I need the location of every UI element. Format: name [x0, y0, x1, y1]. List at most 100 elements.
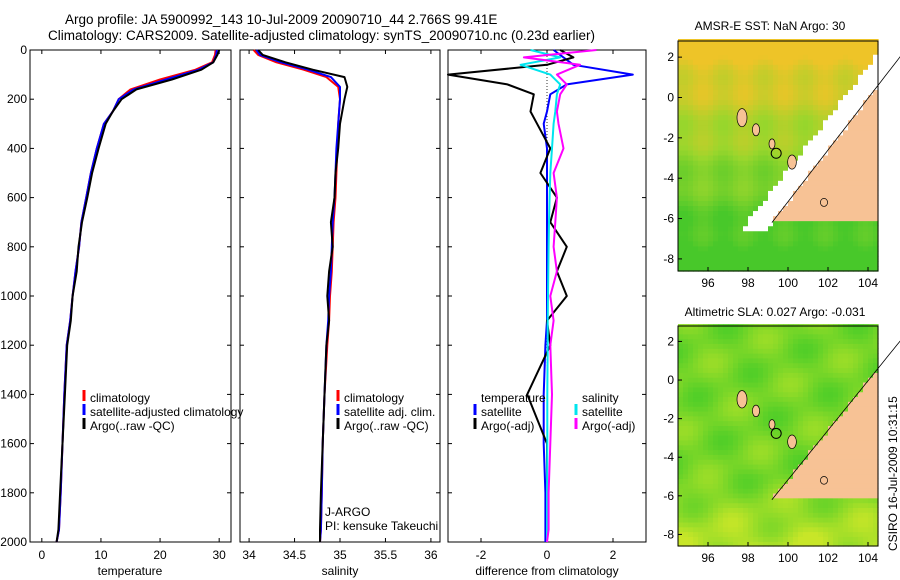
sst-map-cell [678, 230, 684, 237]
sst-map-cell [733, 230, 739, 237]
sla-map-cell [703, 362, 709, 369]
sst-map-cell [728, 44, 734, 50]
sst-map-cell [793, 185, 799, 191]
sst-map-cell [863, 54, 869, 60]
sla-map-cell [828, 362, 834, 369]
sla-map-cell [708, 468, 714, 475]
temperature-ytick-label: 0 [20, 43, 27, 57]
sst-map-cell [693, 200, 699, 207]
sla-map-cell [793, 382, 799, 388]
sst-map-cell [853, 49, 859, 55]
sst-map-cell [703, 84, 709, 91]
sla-map-cell [738, 473, 744, 480]
sst-map-cell [743, 165, 749, 171]
sla-map-cell [853, 435, 859, 441]
sst-map-cell [858, 109, 864, 116]
sst-map-cell [743, 79, 749, 85]
sst-map-cell [798, 245, 804, 252]
sla-map-cell [708, 531, 714, 537]
sla-map-cell [693, 507, 699, 513]
sla-map-cell [708, 353, 714, 359]
sla-map-cell [803, 415, 809, 422]
sla-map-cell [813, 357, 819, 364]
sst-map-cell [873, 109, 879, 116]
sla-map-cell [783, 328, 789, 335]
sla-map-cell [813, 497, 819, 504]
sla-map-cell [708, 517, 714, 523]
sla-map-cell [838, 362, 844, 369]
sst-map-cell [683, 160, 689, 166]
sst-map-cell [863, 59, 869, 65]
sla-map-cell [868, 357, 874, 364]
sla-map-cell [683, 488, 689, 494]
sst-map-cell [678, 49, 684, 55]
sla-map-cell [853, 526, 859, 533]
sla-map-cell [738, 444, 744, 451]
sst-map-cell [863, 69, 869, 75]
sla-map-cell [833, 473, 839, 480]
sla-map-cell [803, 324, 809, 330]
sla-map-cell [858, 492, 864, 499]
sla-map-cell [713, 386, 719, 393]
sst-map-cell [693, 266, 699, 272]
sst-map-cell [683, 165, 689, 171]
sla-map-cell [843, 353, 849, 359]
sla-map-cell [788, 483, 794, 489]
sla-map-cell [788, 502, 794, 509]
sla-map-cell [783, 468, 789, 475]
sst-map-cell [773, 255, 779, 262]
sst-map-cell [848, 144, 854, 151]
temperature-ytick-label: 600 [7, 191, 27, 205]
sst-map-cell [848, 230, 854, 237]
sla-map-cell [728, 478, 734, 484]
sst-map-cell [763, 165, 769, 171]
sst-map-cell [788, 74, 794, 80]
sst-map-cell [823, 79, 829, 85]
sst-map-cell [803, 260, 809, 267]
sst-map-cell [678, 64, 684, 70]
sla-map-cell [748, 435, 754, 441]
sla-map-cell [728, 444, 734, 451]
sla-map-cell [818, 517, 824, 523]
sla-map-cell [773, 348, 779, 354]
sst-map-cell [768, 225, 774, 232]
sst-map-cell [748, 139, 754, 146]
sla-island [820, 476, 828, 485]
sst-map-cell [838, 190, 844, 196]
sst-map-cell [848, 79, 854, 85]
sla-map-cell [843, 507, 849, 513]
sla-map-cell [778, 531, 784, 537]
sla-map-cell [713, 517, 719, 523]
sla-map-cell [833, 377, 839, 383]
sla-map-cell [773, 410, 779, 417]
sst-map-cell [853, 160, 859, 166]
sla-map-cell [803, 521, 809, 528]
sst-map-cell [763, 104, 769, 111]
sst-map-cell [763, 74, 769, 80]
sst-map-cell [678, 250, 684, 257]
sla-map-cell [733, 425, 739, 431]
sla-map-cell [863, 362, 869, 369]
sst-map-cell [703, 64, 709, 70]
sla-map-cell [853, 521, 859, 528]
sla-map-cell [733, 444, 739, 451]
sla-map-cell [738, 439, 744, 446]
sla-map-cell [788, 531, 794, 537]
sla-map-cell [728, 531, 734, 537]
sst-map-cell [743, 94, 749, 101]
sst-map-cell [708, 44, 714, 50]
sla-map-cell [823, 449, 829, 455]
sst-map-cell [728, 139, 734, 146]
sla-map-cell [828, 459, 834, 465]
sla-map-cell [733, 464, 739, 470]
sla-map-cell [743, 430, 749, 436]
sst-map-cell [693, 79, 699, 85]
sst-map-cell [723, 215, 729, 222]
sla-map-cell [698, 420, 704, 427]
sst-map-cell [813, 64, 819, 70]
sst-map-cell [813, 170, 819, 176]
sla-map-cell [698, 391, 704, 398]
sla-map-cell [768, 464, 774, 470]
sla-map-cell [808, 391, 814, 398]
sst-map-cell [708, 155, 714, 161]
